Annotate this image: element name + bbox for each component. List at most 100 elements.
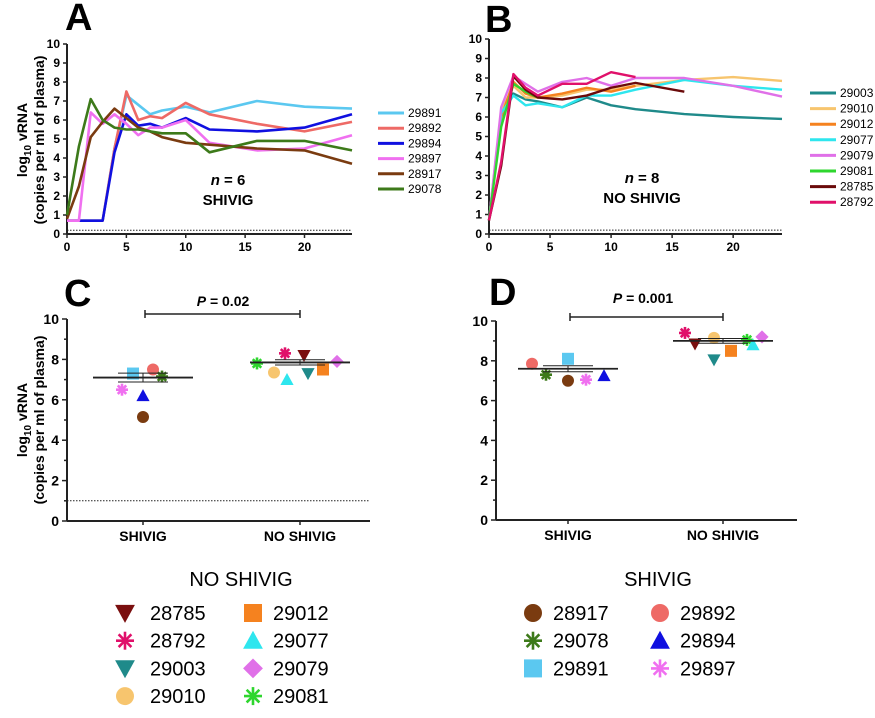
data-point-29077 [746,338,760,351]
panel-label-d: D [489,272,516,314]
svg-text:log10 vRNA: log10 vRNA [14,383,34,457]
legend-marker-29012 [244,604,262,622]
x-tick-label: 5 [123,240,130,254]
p-value-d: P = 0.001 [613,290,674,306]
data-point-28792 [279,347,291,360]
ylabel-vrna: vRNA [14,103,30,145]
circle-marker [524,604,542,622]
y-tick-label: 4 [480,432,488,448]
ylabel-log: log [14,156,30,177]
legend-label-29010: 29010 [150,686,206,708]
legend-shivig: 28917 29892 29078 29894 29891 29897 [524,603,736,680]
legend-marker-29081 [244,687,262,706]
data-point-28785 [297,349,311,362]
square-marker [524,659,542,678]
data-point-29078 [156,370,168,383]
x-tick-label: 15 [665,240,679,254]
y-tick-label: 0 [480,512,488,528]
data-point-28917 [137,410,149,423]
triangle-up-marker [597,369,611,382]
legend-marker-29897 [651,659,669,678]
x-tick-label: 0 [486,240,493,254]
asterisk-stroke [116,384,128,395]
y-tick-label: 2 [51,473,59,489]
y-tick-label: 8 [480,353,488,369]
y-tick-label: 1 [475,208,482,222]
legend-label-29079: 29079 [273,658,329,680]
panel-label-a: A [65,0,92,39]
legend-label-29891: 29891 [408,106,442,120]
y-tick-label: 0 [53,227,60,241]
legend-label-29012: 29012 [840,117,874,131]
triangle-down-marker [115,660,135,679]
legend-label-29897: 29897 [680,658,736,680]
y-tick-label: 10 [47,37,61,51]
circle-marker [562,374,574,387]
category-label: NO SHIVIG [687,527,759,543]
data-point-29079 [330,354,344,369]
y-tick-label: 0 [51,513,59,529]
triangle-up-marker [280,373,294,385]
legend-label-29892: 29892 [408,121,442,135]
data-point-29010 [708,331,720,344]
y-tick-label: 10 [43,311,59,327]
asterisk-stroke [652,661,668,676]
legend-marker-29894 [650,630,670,649]
circle-marker [708,331,720,344]
legend-label-29894: 29894 [680,631,736,653]
data-point-29077 [280,373,294,385]
square-marker [244,604,262,622]
circle-marker [526,357,538,370]
circle-marker [268,366,280,379]
y-tick-label: 7 [53,94,60,108]
category-label: NO SHIVIG [264,528,336,544]
series-line-29894 [67,113,353,222]
legend-label-29081: 29081 [840,164,874,178]
data-point-29894 [597,369,611,382]
data-point-29892 [147,363,159,376]
legend-marker-28917 [524,604,542,622]
legend-label-29010: 29010 [840,102,874,116]
legend-label-29003: 29003 [150,658,206,680]
asterisk-stroke [245,688,261,704]
y-tick-label: 2 [475,188,482,202]
legend-label-28792: 28792 [150,631,206,653]
legend-label-29897: 29897 [408,152,442,166]
panel-label-c: C [64,273,91,315]
circle-marker [147,363,159,376]
legend-label-28917: 28917 [553,603,609,625]
x-tick-label: 10 [604,240,618,254]
legend-label-28917: 28917 [408,167,442,181]
ylabel-sub: 10 [23,145,34,157]
ylabel-sub: 10 [23,425,34,437]
y-tick-label: 4 [53,151,60,165]
triangle-down-marker [301,368,315,381]
x-tick-label: 20 [298,240,312,254]
circle-marker [651,604,669,622]
data-point-29081 [741,333,753,346]
data-point-29012 [317,363,329,376]
y-tick-label: 10 [469,32,483,46]
x-tick-label: 15 [238,240,252,254]
y-tick-label: 1 [53,208,60,222]
data-point-29081 [251,357,263,370]
x-tick-label: 0 [64,240,71,254]
data-point-29897 [580,373,592,386]
asterisk-stroke [679,327,691,339]
legend-label-29891: 29891 [553,658,609,680]
legend-label-29894: 29894 [408,136,442,150]
legend-label-29081: 29081 [273,686,329,708]
legend-marker-29892 [651,604,669,622]
square-marker [317,363,329,376]
y-tick-label: 0 [475,227,482,241]
annotation-group-b: NO SHIVIG [603,190,681,207]
triangle-up-marker [746,338,760,351]
y-axis-label-c: log10 vRNA (copies per ml of plasma) [14,336,47,505]
legend-marker-29078 [524,631,542,650]
p-value-c: P = 0.02 [197,293,250,309]
data-point-29078 [540,368,552,381]
diamond-marker [330,354,344,369]
asterisk-stroke [580,374,592,385]
